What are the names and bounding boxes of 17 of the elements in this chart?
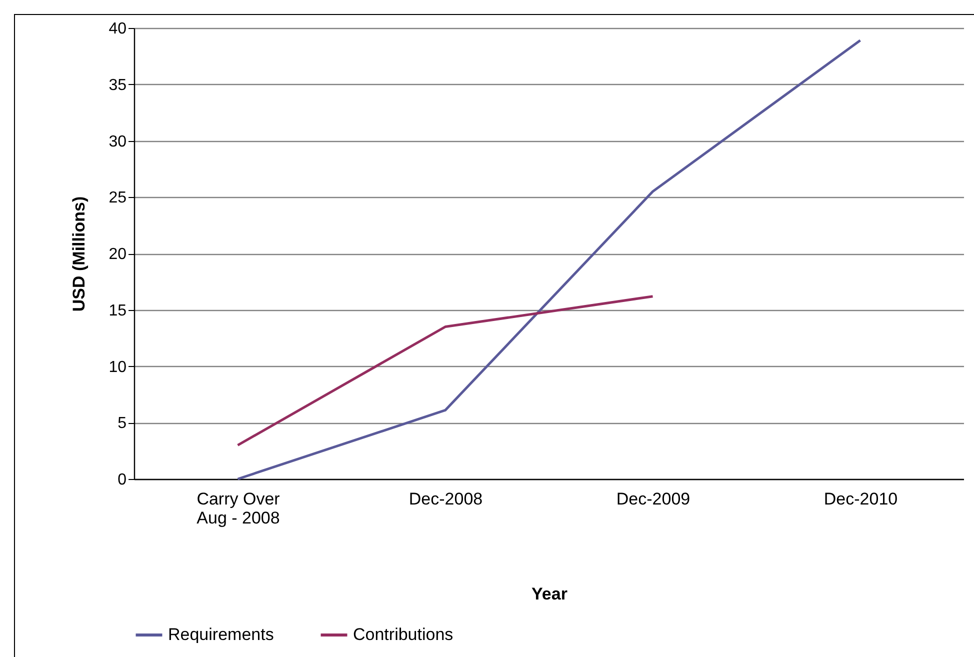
x-axis-title: Year [532, 584, 568, 604]
y-tick-label: 35 [108, 76, 127, 94]
x-tick-label: Carry Over Aug - 2008 [196, 490, 280, 528]
y-tick-label: 5 [118, 415, 127, 432]
line-series [236, 39, 862, 480]
y-tick-label: 0 [118, 472, 127, 488]
y-tick-label: 25 [108, 190, 127, 207]
y-tick-label: 40 [108, 20, 127, 38]
x-tick-label: Dec-2010 [824, 490, 898, 508]
legend-label: Contributions [353, 625, 454, 644]
x-tick-label: Dec-2009 [616, 490, 690, 508]
x-tick-label: Dec-2008 [408, 490, 483, 508]
y-axis-title: USD (Millions) [70, 196, 89, 312]
y-tick-label: 15 [108, 302, 127, 320]
y-tick-label: 10 [108, 358, 127, 376]
y-tick-label: 20 [108, 246, 127, 263]
y-tick-label: 30 [108, 133, 127, 150]
